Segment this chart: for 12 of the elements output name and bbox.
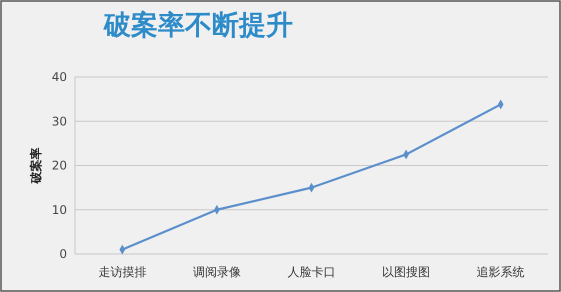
x-tick-label: 以图搜图 — [382, 265, 430, 279]
y-tick-label: 30 — [52, 114, 67, 128]
x-tick-label: 走访摸排 — [98, 265, 146, 279]
x-tick-label: 追影系统 — [476, 265, 525, 279]
y-tick-label: 10 — [52, 202, 67, 217]
y-axis-title: 破案率 — [29, 148, 43, 184]
x-tick-label: 调阅录像 — [192, 265, 241, 279]
y-tick-label: 20 — [52, 158, 67, 173]
x-tick-label: 人脸卡口 — [288, 265, 336, 279]
y-tick-label: 40 — [52, 70, 67, 84]
y-tick-label: 0 — [59, 247, 67, 262]
chart-title: 破案率不断提升 — [103, 10, 293, 41]
